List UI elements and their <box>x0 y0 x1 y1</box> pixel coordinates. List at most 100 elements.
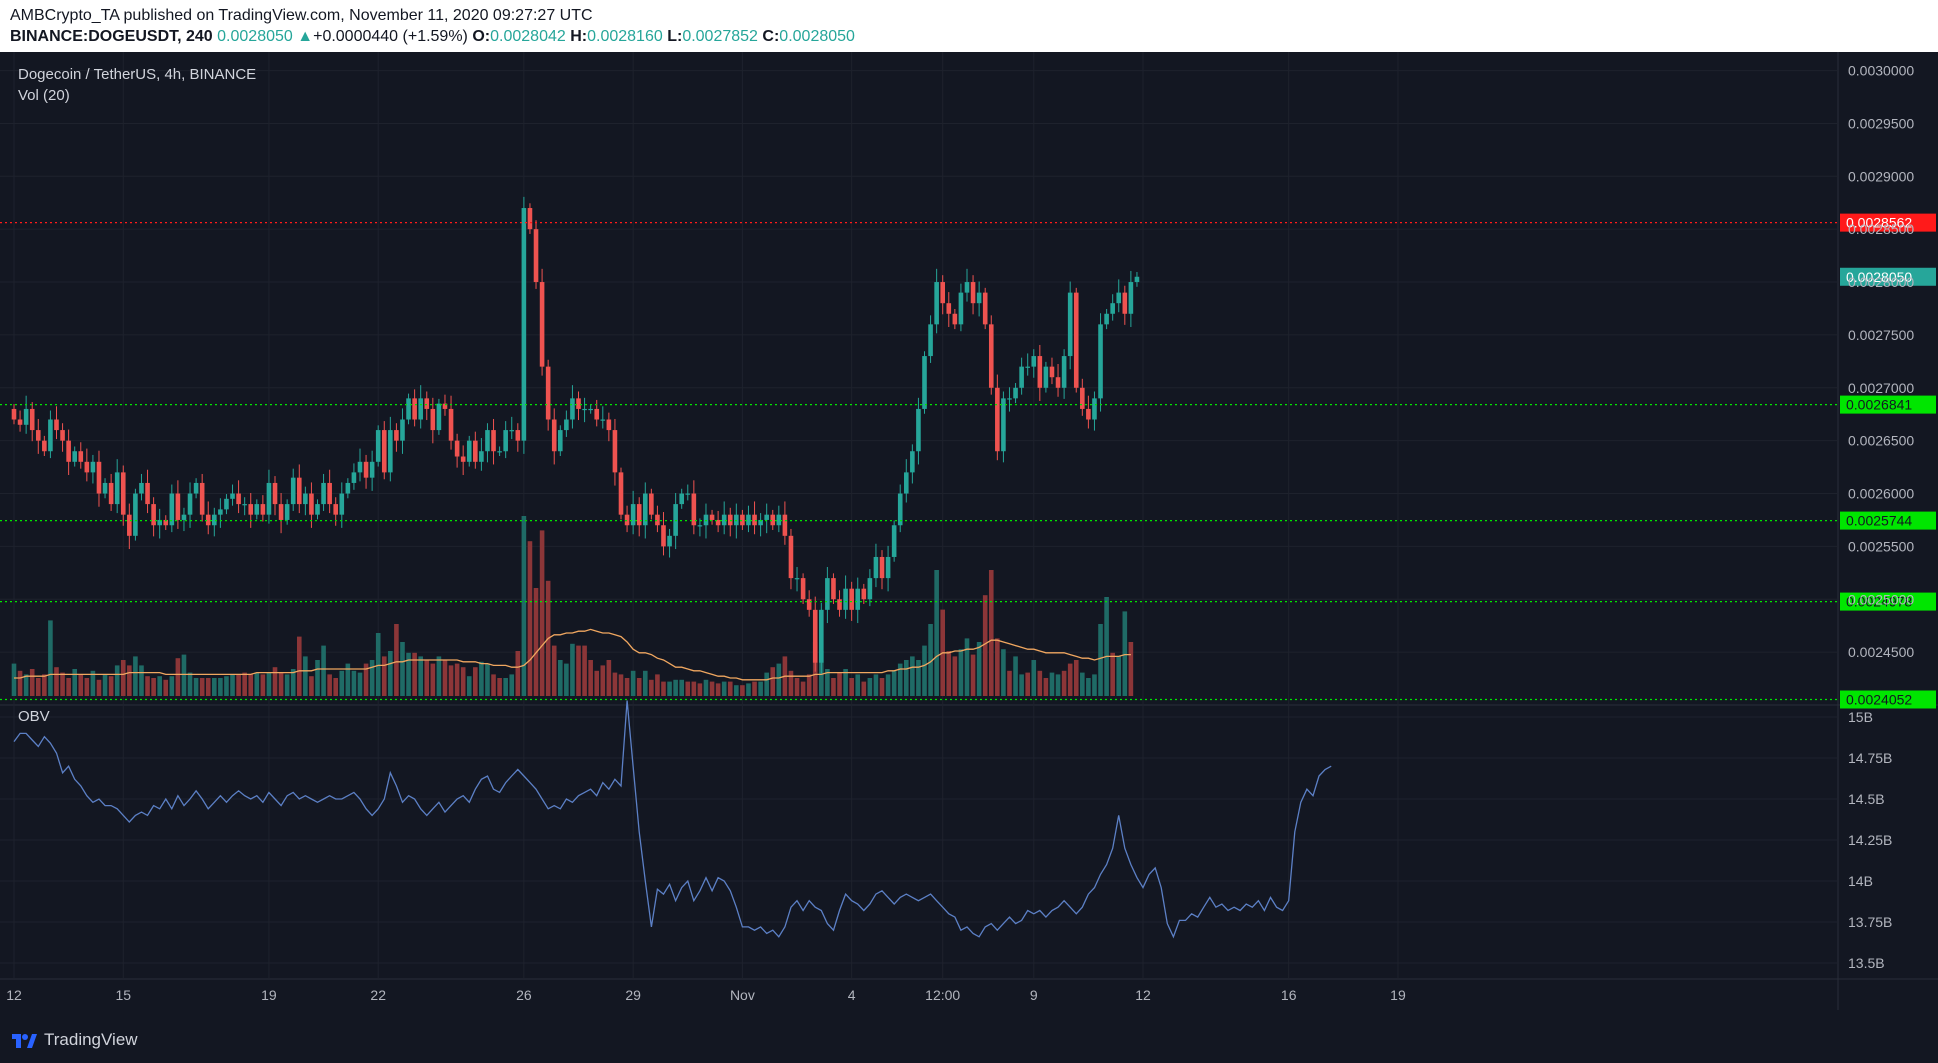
time-tick-label: 15 <box>115 987 131 1003</box>
candle-body <box>448 408 454 441</box>
candle-body <box>466 440 472 462</box>
volume-bar <box>630 670 636 696</box>
candle-body <box>885 556 891 579</box>
level-label: 0.0024052 <box>1846 692 1912 708</box>
volume-bar <box>539 530 545 696</box>
volume-bar <box>151 678 156 696</box>
volume-bar <box>527 541 533 696</box>
volume-bar <box>673 679 678 696</box>
volume-bar <box>1043 678 1049 696</box>
candle-body <box>102 482 108 494</box>
level-tag <box>1840 511 1936 530</box>
price-tick-label: 0.0024500 <box>1848 644 1914 660</box>
volume-bar <box>139 665 144 696</box>
candle-body <box>612 430 618 473</box>
candle-body <box>218 509 223 515</box>
volume-bar <box>309 676 314 696</box>
volume-bar <box>825 669 830 696</box>
volume-bar <box>873 674 879 696</box>
volume-bar <box>995 638 1000 696</box>
candle-body <box>1104 313 1109 325</box>
tradingview-logo[interactable]: TradingView <box>10 1030 138 1050</box>
candle-body <box>685 493 691 495</box>
volume-bar <box>369 660 375 696</box>
volume-bar <box>661 681 666 696</box>
candle-body <box>582 408 587 411</box>
volume-bar <box>594 670 600 696</box>
candle-body <box>752 514 757 526</box>
chart-canvas[interactable]: 0.00285620.00268410.00257440.00249780.00… <box>0 52 1938 1010</box>
volume-bar <box>315 660 320 696</box>
candle-body <box>406 398 411 420</box>
volume-bar <box>23 674 29 696</box>
volume-bar <box>752 681 757 696</box>
candle-body <box>290 477 296 505</box>
candle-body <box>181 514 187 520</box>
candle-body <box>339 493 345 515</box>
volume-bar <box>199 678 205 696</box>
price-tick-label: 0.0029500 <box>1848 115 1914 131</box>
volume-bar <box>466 676 472 696</box>
volume-bar <box>624 678 630 696</box>
candle-body <box>400 419 405 441</box>
candle-body <box>35 430 41 441</box>
candle-body <box>988 324 994 388</box>
tradingview-icon <box>12 1034 37 1048</box>
candle-body <box>588 408 593 411</box>
candle-body <box>806 599 812 610</box>
candle-body <box>636 504 642 526</box>
candle-body <box>1122 292 1128 314</box>
candle-body <box>260 504 266 515</box>
volume-bar <box>448 665 454 696</box>
candle-body <box>491 430 496 452</box>
volume-bar <box>84 678 90 696</box>
candle-body <box>266 482 272 515</box>
candle-body <box>982 292 988 325</box>
publish-header: AMBCrypto_TA published on TradingView.co… <box>0 0 1938 52</box>
candle-body <box>485 430 490 452</box>
candle-body <box>357 461 363 473</box>
close-value: 0.0028050 <box>779 28 855 45</box>
volume-bar <box>946 651 952 696</box>
volume-bar <box>831 678 836 696</box>
volume-bar <box>879 678 885 696</box>
volume-bar <box>266 672 272 696</box>
volume-bar <box>42 674 47 696</box>
candle-body <box>309 493 314 515</box>
volume-bar <box>1080 672 1085 696</box>
candle-body <box>855 588 861 610</box>
candle-body <box>29 408 35 431</box>
volume-bar <box>394 624 399 696</box>
candle-body <box>764 514 769 520</box>
volume-bar <box>339 670 345 696</box>
volume-bar <box>910 656 915 696</box>
volume-bar <box>72 669 77 696</box>
candle-body <box>849 588 854 610</box>
candle-body <box>430 408 436 431</box>
volume-legend: Vol (20) <box>18 87 70 104</box>
volume-bar <box>418 656 423 696</box>
volume-bar <box>491 674 496 696</box>
candle-body <box>157 519 162 526</box>
low-value: 0.0027852 <box>682 28 758 45</box>
candle-body <box>1110 303 1115 314</box>
candle-body <box>327 482 332 505</box>
last-price-tag <box>1840 267 1936 286</box>
candle-body <box>1098 324 1103 399</box>
candle-body <box>533 229 539 283</box>
candle-body <box>521 208 527 441</box>
candle-body <box>381 430 387 473</box>
volume-bar <box>800 681 806 696</box>
candle-body <box>1007 398 1012 400</box>
candle-body <box>479 451 484 462</box>
volume-bar <box>1128 642 1134 696</box>
candle-body <box>800 578 806 600</box>
candle-body <box>940 282 946 304</box>
volume-bar <box>90 670 96 696</box>
candle-body <box>412 398 417 420</box>
volume-bar <box>436 656 442 696</box>
volume-bar <box>54 667 59 696</box>
candle-body <box>473 440 478 462</box>
candle-body <box>630 504 636 526</box>
candle-body <box>539 282 545 367</box>
